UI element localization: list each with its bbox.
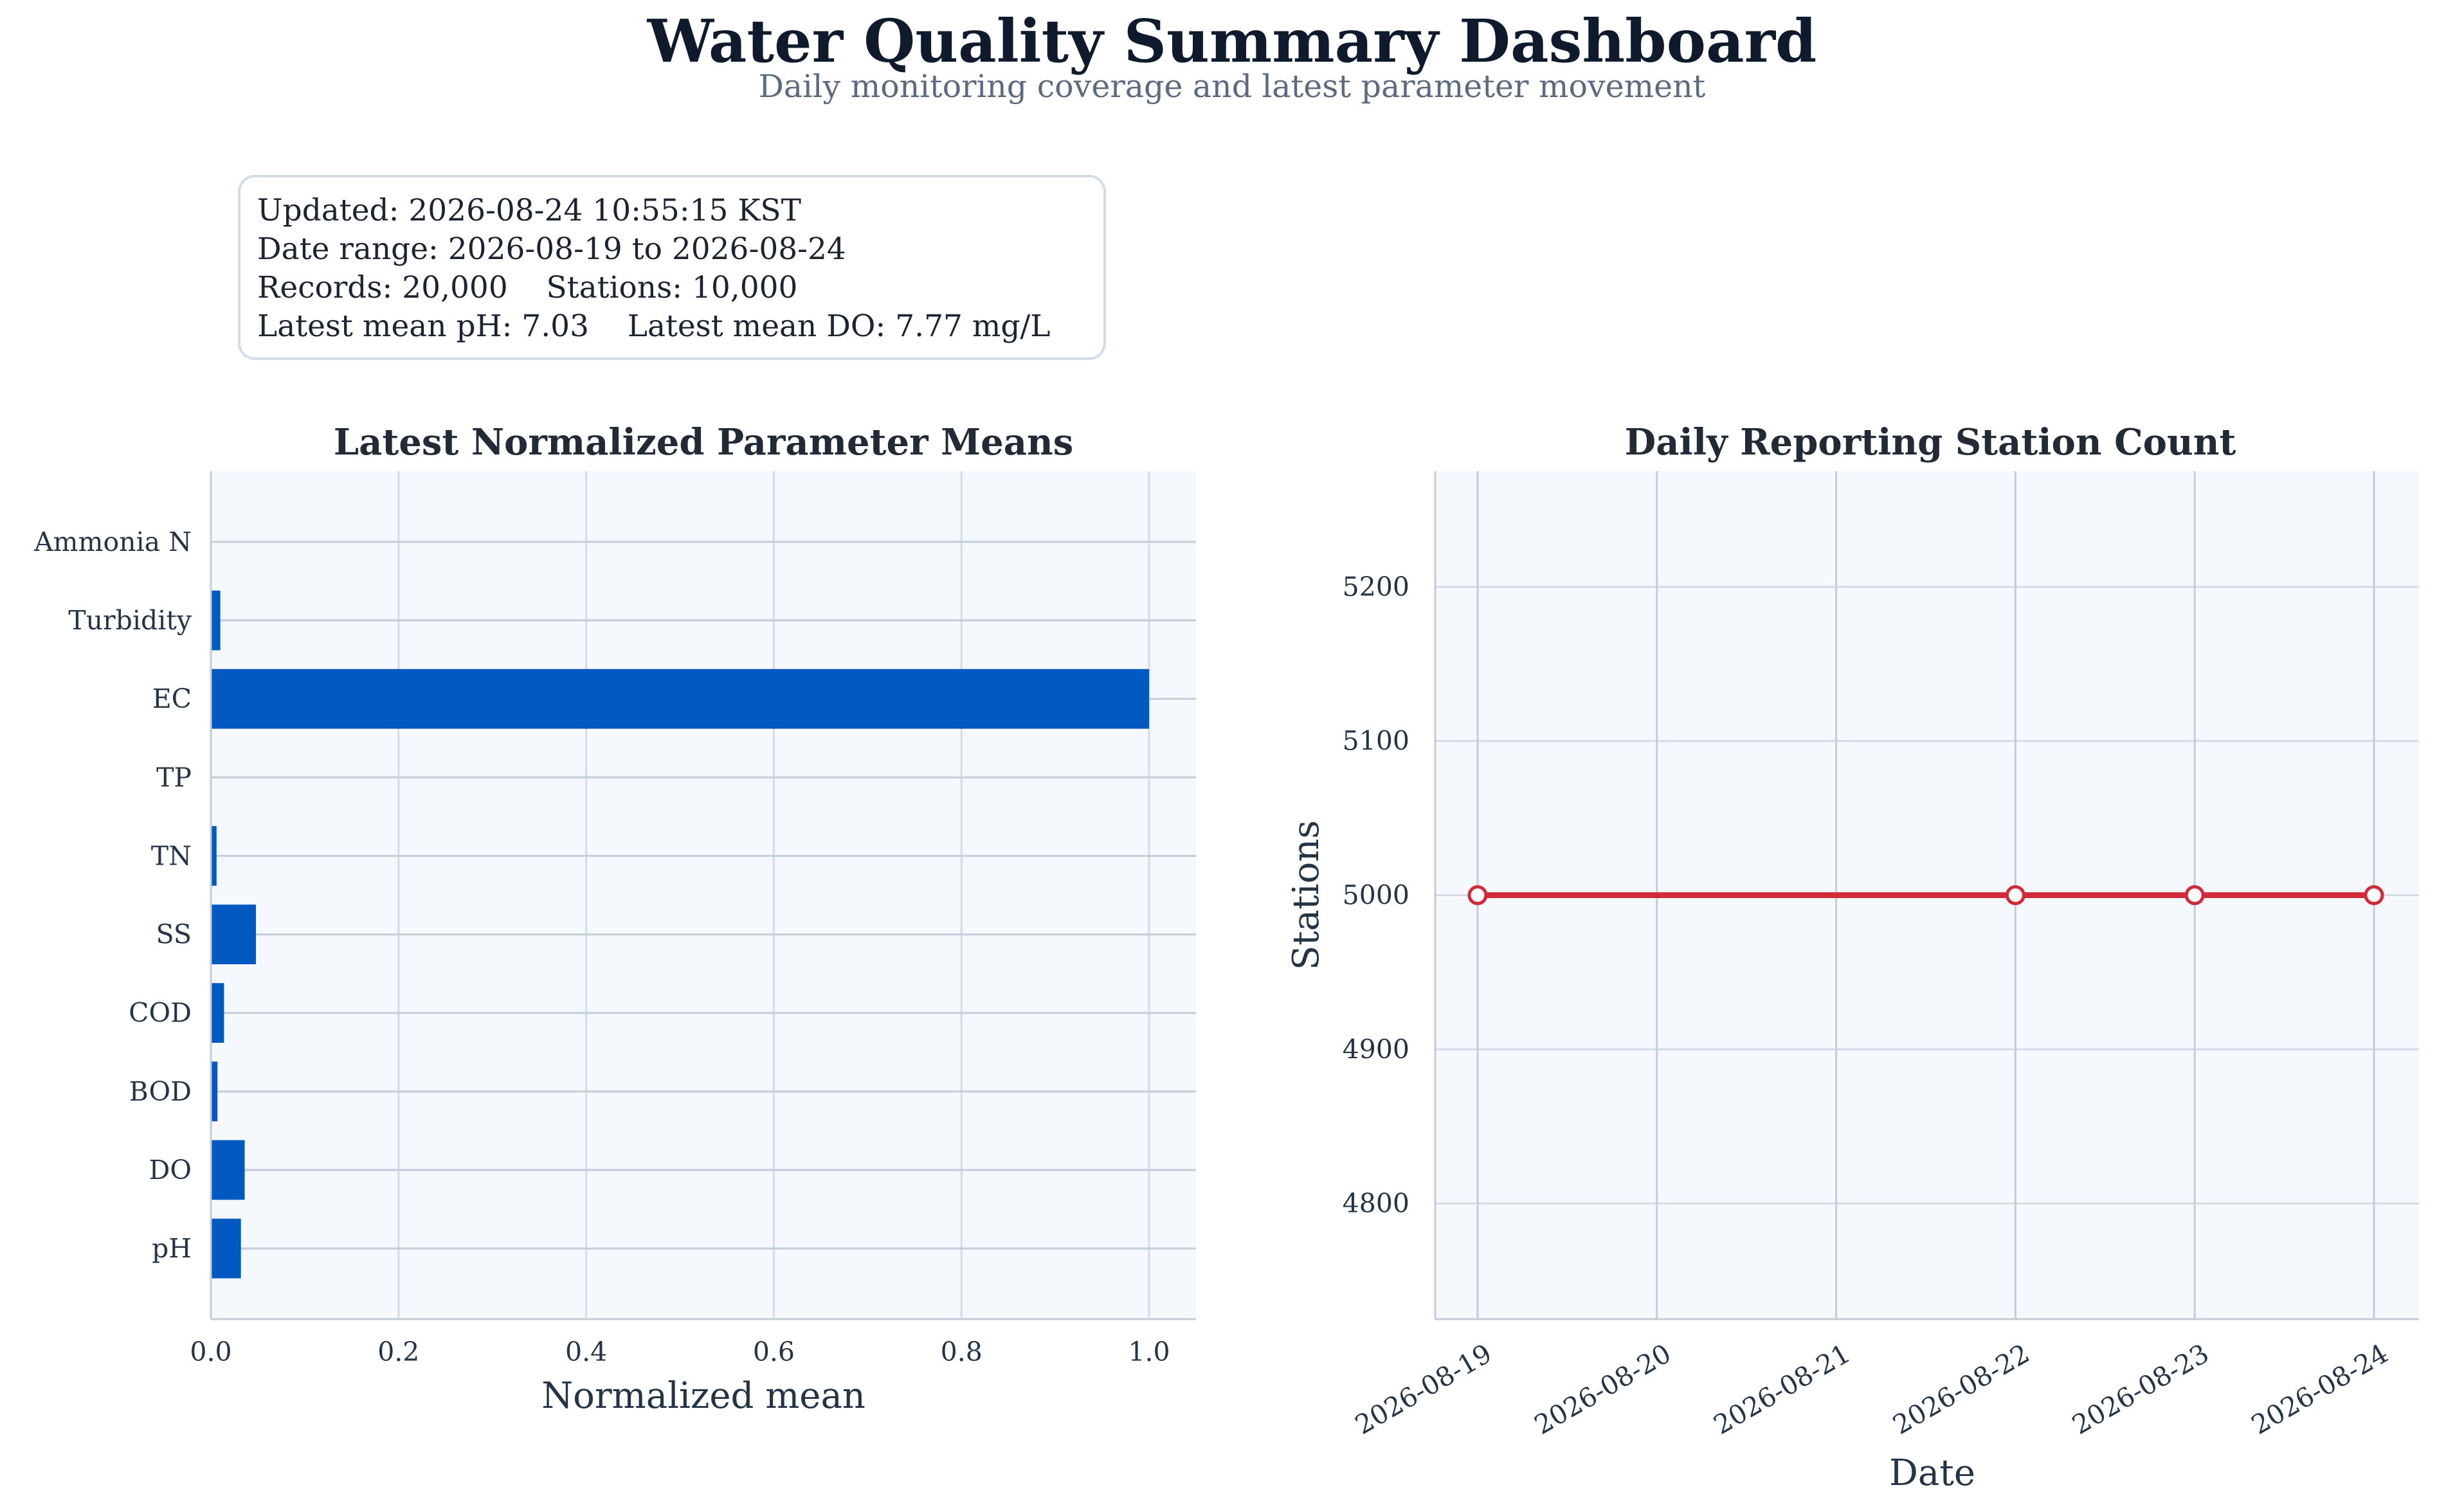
chart-title: Daily Reporting Station Count xyxy=(1625,421,2236,464)
y-tick-label: 5100 xyxy=(1343,726,1409,757)
y-axis-label: Stations xyxy=(1285,820,1327,970)
summary-date-range: Date range: 2026-08-19 to 2026-08-24 xyxy=(257,231,846,267)
y-tick-label: 5200 xyxy=(1343,572,1409,602)
x-tick-label: 2026-08-24 xyxy=(2246,1338,2393,1441)
y-tick-label: Ammonia N xyxy=(33,526,192,557)
y-tick-label: COD xyxy=(129,998,192,1029)
dashboard-subtitle: Daily monitoring coverage and latest par… xyxy=(758,68,1706,105)
y-tick-label: TP xyxy=(156,762,192,793)
y-tick-label: TN xyxy=(151,840,192,871)
bar xyxy=(211,1140,245,1200)
x-tick-label: 0.0 xyxy=(190,1336,231,1367)
x-tick-label: 2026-08-21 xyxy=(1708,1338,1856,1441)
summary-updated: Updated: 2026-08-24 10:55:15 KST xyxy=(257,193,801,228)
x-tick-label: 0.8 xyxy=(941,1336,983,1367)
data-point xyxy=(2184,885,2205,905)
bar-chart-group: 0.0 0.2 0.4 0.6 0.8 1.0 pH DO BOD COD SS TN TP EC Turb… xyxy=(33,421,1196,1417)
x-tick-label: 0.2 xyxy=(377,1336,419,1367)
x-axis-label: Date xyxy=(1889,1452,1975,1494)
y-tick-label: SS xyxy=(156,919,192,950)
bar xyxy=(211,905,257,964)
bar xyxy=(211,826,217,886)
x-tick-label: 0.6 xyxy=(753,1336,795,1367)
y-tick-label: 4800 xyxy=(1343,1188,1409,1219)
x-axis-label: Normalized mean xyxy=(541,1375,865,1417)
dashboard-header: Water Quality Summary Dashboard Daily mo… xyxy=(0,0,2464,116)
x-tick-label: 2026-08-20 xyxy=(1529,1338,1676,1441)
y-tick-label: BOD xyxy=(129,1076,192,1107)
bar xyxy=(211,669,1150,729)
data-point xyxy=(2364,885,2384,905)
plot-area xyxy=(211,471,1196,1319)
x-tick-label: 2026-08-22 xyxy=(1888,1338,2035,1441)
y-tick-label: Turbidity xyxy=(68,605,192,636)
x-tick-label: 2026-08-19 xyxy=(1350,1338,1497,1441)
y-tick-label: EC xyxy=(152,683,192,714)
x-tick-label: 0.4 xyxy=(565,1336,607,1367)
data-point xyxy=(2005,885,2025,905)
summary-latest-means: Latest mean pH: 7.03 Latest mean DO: 7.7… xyxy=(257,309,1051,344)
summary-box: Updated: 2026-08-24 10:55:15 KST Date ra… xyxy=(238,175,1106,360)
bar xyxy=(211,983,224,1043)
y-tick-label: 5000 xyxy=(1343,880,1409,911)
x-tick-label: 2026-08-23 xyxy=(2067,1338,2214,1441)
y-tick-label: 4900 xyxy=(1343,1034,1409,1065)
chart-title: Latest Normalized Parameter Means xyxy=(334,421,1073,464)
bar xyxy=(211,1218,241,1279)
y-tick-label: DO xyxy=(149,1155,192,1185)
summary-counts: Records: 20,000 Stations: 10,000 xyxy=(257,270,798,305)
bar xyxy=(211,590,221,651)
y-tick-label: pH xyxy=(152,1233,192,1264)
data-point xyxy=(1467,885,1488,905)
bar xyxy=(211,1061,218,1122)
line-chart-group: 4800 4900 5000 5100 5200 2026-08-19 2026-08-20… xyxy=(1285,421,2419,1494)
dashboard-title: Water Quality Summary Dashboard xyxy=(647,6,1817,76)
x-tick-label: 1.0 xyxy=(1128,1336,1170,1367)
